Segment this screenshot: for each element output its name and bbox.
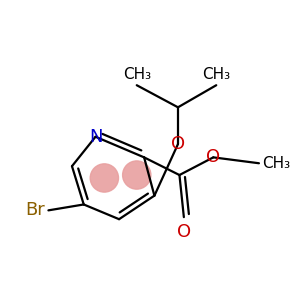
Text: CH₃: CH₃ (202, 67, 230, 82)
Text: CH₃: CH₃ (123, 67, 151, 82)
Text: O: O (177, 223, 191, 241)
Text: N: N (89, 128, 102, 146)
Text: O: O (171, 135, 185, 153)
Text: O: O (206, 148, 220, 166)
Circle shape (90, 164, 118, 192)
Text: CH₃: CH₃ (262, 156, 290, 171)
Text: Br: Br (26, 201, 46, 219)
Circle shape (123, 161, 151, 189)
